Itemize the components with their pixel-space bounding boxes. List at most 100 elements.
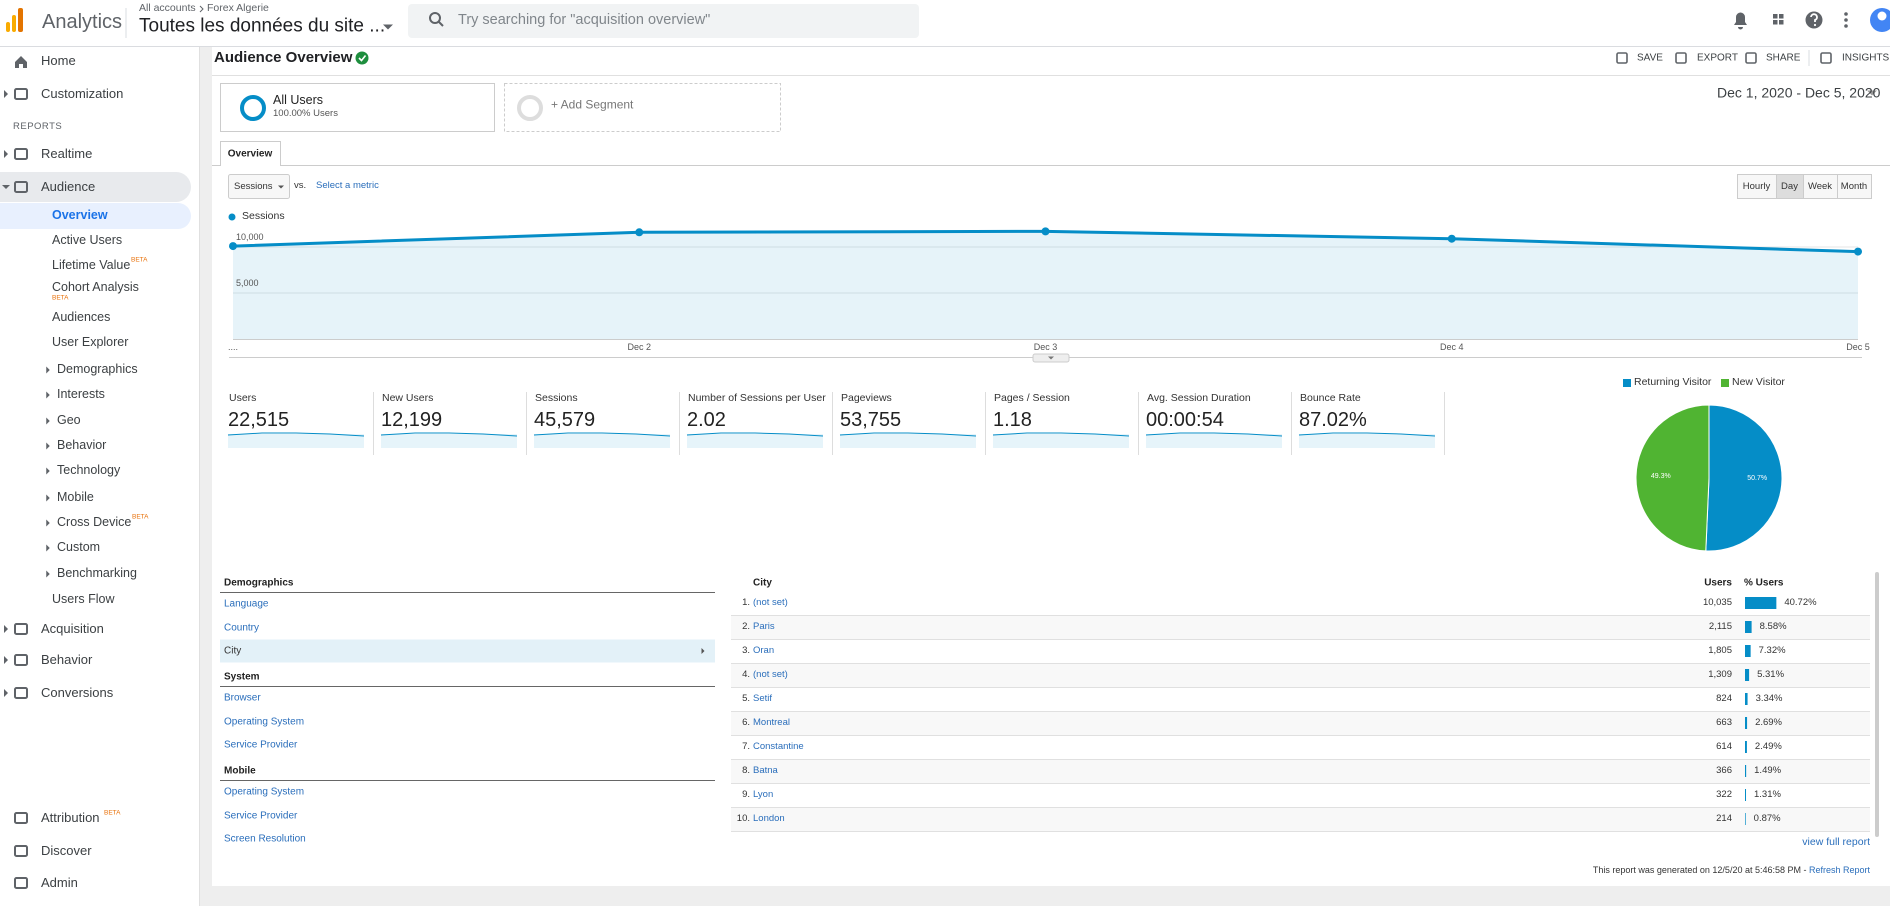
nav-item[interactable]: Geo: [57, 413, 81, 428]
property-selector[interactable]: Toutes les données du site ...: [139, 15, 386, 37]
nav-item[interactable]: Benchmarking: [57, 566, 137, 581]
search-icon: [438, 21, 444, 27]
dimension-link[interactable]: Operating System: [224, 786, 305, 798]
nav-item[interactable]: Behavior: [41, 651, 93, 667]
granularity-label[interactable]: Hourly: [1742, 180, 1771, 192]
dimension-link[interactable]: Service Provider: [224, 739, 298, 751]
nav-item[interactable]: Home: [41, 52, 76, 68]
nav-item[interactable]: Customization: [41, 85, 124, 101]
dimension-link[interactable]: Screen Resolution: [224, 833, 306, 845]
dimension-link[interactable]: Operating System: [224, 716, 305, 727]
metric-label: New Users: [382, 392, 434, 405]
city-link[interactable]: (not set): [753, 596, 788, 608]
share-bar: [1745, 813, 1746, 825]
nav-item[interactable]: Attribution: [41, 809, 100, 825]
search-input[interactable]: Try searching for "acquisition overview": [458, 12, 711, 29]
city-link[interactable]: Paris: [753, 620, 775, 632]
granularity-label[interactable]: Month: [1840, 180, 1868, 192]
caret-icon: [46, 442, 50, 450]
nav-item[interactable]: Behavior: [57, 438, 107, 453]
sparkline-area: [1299, 434, 1435, 448]
date-range[interactable]: Dec 1, 2020 - Dec 5, 2020: [1717, 84, 1881, 101]
nav-item[interactable]: Acquisition: [41, 620, 104, 636]
city-link[interactable]: London: [753, 812, 785, 824]
breadcrumb[interactable]: All accounts: [139, 2, 196, 15]
nav-item[interactable]: Active Users: [52, 233, 123, 248]
caret-icon: [383, 24, 393, 30]
dimension-link[interactable]: Country: [224, 622, 260, 633]
nav-item[interactable]: Demographics: [57, 362, 138, 377]
action-button[interactable]: SAVE: [1637, 52, 1663, 64]
y-tick-label: 5,000: [236, 278, 259, 289]
dimension-heading: Demographics: [224, 577, 294, 589]
granularity-label[interactable]: Day: [1781, 180, 1798, 192]
row-rank: 6.: [742, 716, 750, 728]
nav-item[interactable]: Interests: [57, 387, 105, 402]
action-button[interactable]: INSIGHTS: [1842, 52, 1890, 64]
nav-item[interactable]: Custom: [57, 540, 101, 555]
nav-item[interactable]: Realtime: [41, 145, 93, 161]
nav-icon: [14, 148, 28, 160]
add-segment[interactable]: + Add Segment: [551, 97, 634, 112]
caret-icon: [46, 570, 50, 578]
nav-item[interactable]: Lifetime Value: [52, 258, 131, 273]
nav-item[interactable]: Audience: [41, 178, 96, 194]
dimension-link[interactable]: Language: [224, 598, 269, 610]
sparkline-area: [1146, 434, 1282, 448]
compare-link[interactable]: Select a metric: [316, 179, 379, 191]
help-icon: [1805, 11, 1823, 29]
action-button[interactable]: SHARE: [1766, 52, 1801, 64]
dimension-link[interactable]: Browser: [224, 692, 261, 704]
metric-label: Sessions: [535, 392, 578, 405]
point: [1041, 227, 1050, 236]
nav-item[interactable]: Discover: [41, 842, 92, 858]
product-name: Analytics: [42, 11, 123, 33]
action-icon: [1745, 52, 1757, 64]
nav-item[interactable]: Cohort Analysis: [52, 280, 139, 295]
city-link[interactable]: Montreal: [753, 716, 790, 728]
metric-select-value[interactable]: Sessions: [234, 180, 273, 192]
city-link[interactable]: Constantine: [753, 740, 804, 752]
sparkline: [992, 432, 1130, 437]
nav-icon: [14, 88, 28, 100]
city-link[interactable]: Setif: [753, 692, 773, 704]
nav-item[interactable]: User Explorer: [52, 335, 129, 350]
city-link[interactable]: Oran: [753, 644, 775, 656]
beta-badge: BETA: [131, 256, 148, 264]
full-report-link[interactable]: view full report: [1802, 836, 1870, 849]
nav-icon: [14, 623, 28, 635]
nav-item[interactable]: Cross Device: [57, 515, 132, 530]
notifications-icon: [1734, 12, 1747, 30]
metric-label: Avg. Session Duration: [1147, 392, 1251, 405]
caret-icon: [701, 648, 705, 654]
legend-marker: [228, 213, 236, 221]
x-tick-label: Dec 2: [627, 342, 652, 353]
nav-item[interactable]: Admin: [41, 874, 78, 890]
more-icon: [1844, 12, 1848, 16]
refresh-link[interactable]: Refresh Report: [1808, 865, 1870, 876]
share-bar: [1745, 741, 1747, 753]
nav-item-selected[interactable]: Overview: [52, 208, 108, 223]
sparkline: [839, 432, 977, 437]
metric-label: Number of Sessions per User: [688, 392, 826, 405]
legend-swatch: [1721, 379, 1729, 387]
nav-item[interactable]: Mobile: [57, 490, 94, 505]
dimension-link[interactable]: City: [224, 645, 242, 657]
nav-item[interactable]: Technology: [57, 463, 121, 478]
city-link[interactable]: Batna: [753, 764, 778, 776]
dimension-link[interactable]: Service Provider: [224, 810, 298, 821]
nav-item[interactable]: Users Flow: [52, 592, 115, 607]
sparkline: [227, 432, 365, 437]
action-button[interactable]: EXPORT: [1697, 52, 1738, 64]
city-link[interactable]: (not set): [753, 668, 788, 680]
city-link[interactable]: Lyon: [753, 788, 774, 800]
breadcrumb[interactable]: Forex Algerie: [207, 2, 269, 15]
nav-item[interactable]: Audiences: [52, 310, 111, 325]
nav-item[interactable]: Conversions: [41, 684, 114, 700]
nav-icon: [14, 181, 28, 193]
table-row: [731, 664, 1870, 687]
tab-label[interactable]: Overview: [227, 148, 273, 160]
granularity-label[interactable]: Week: [1807, 180, 1833, 192]
segment-name[interactable]: All Users: [273, 93, 324, 108]
nav-highlight: [0, 172, 191, 202]
